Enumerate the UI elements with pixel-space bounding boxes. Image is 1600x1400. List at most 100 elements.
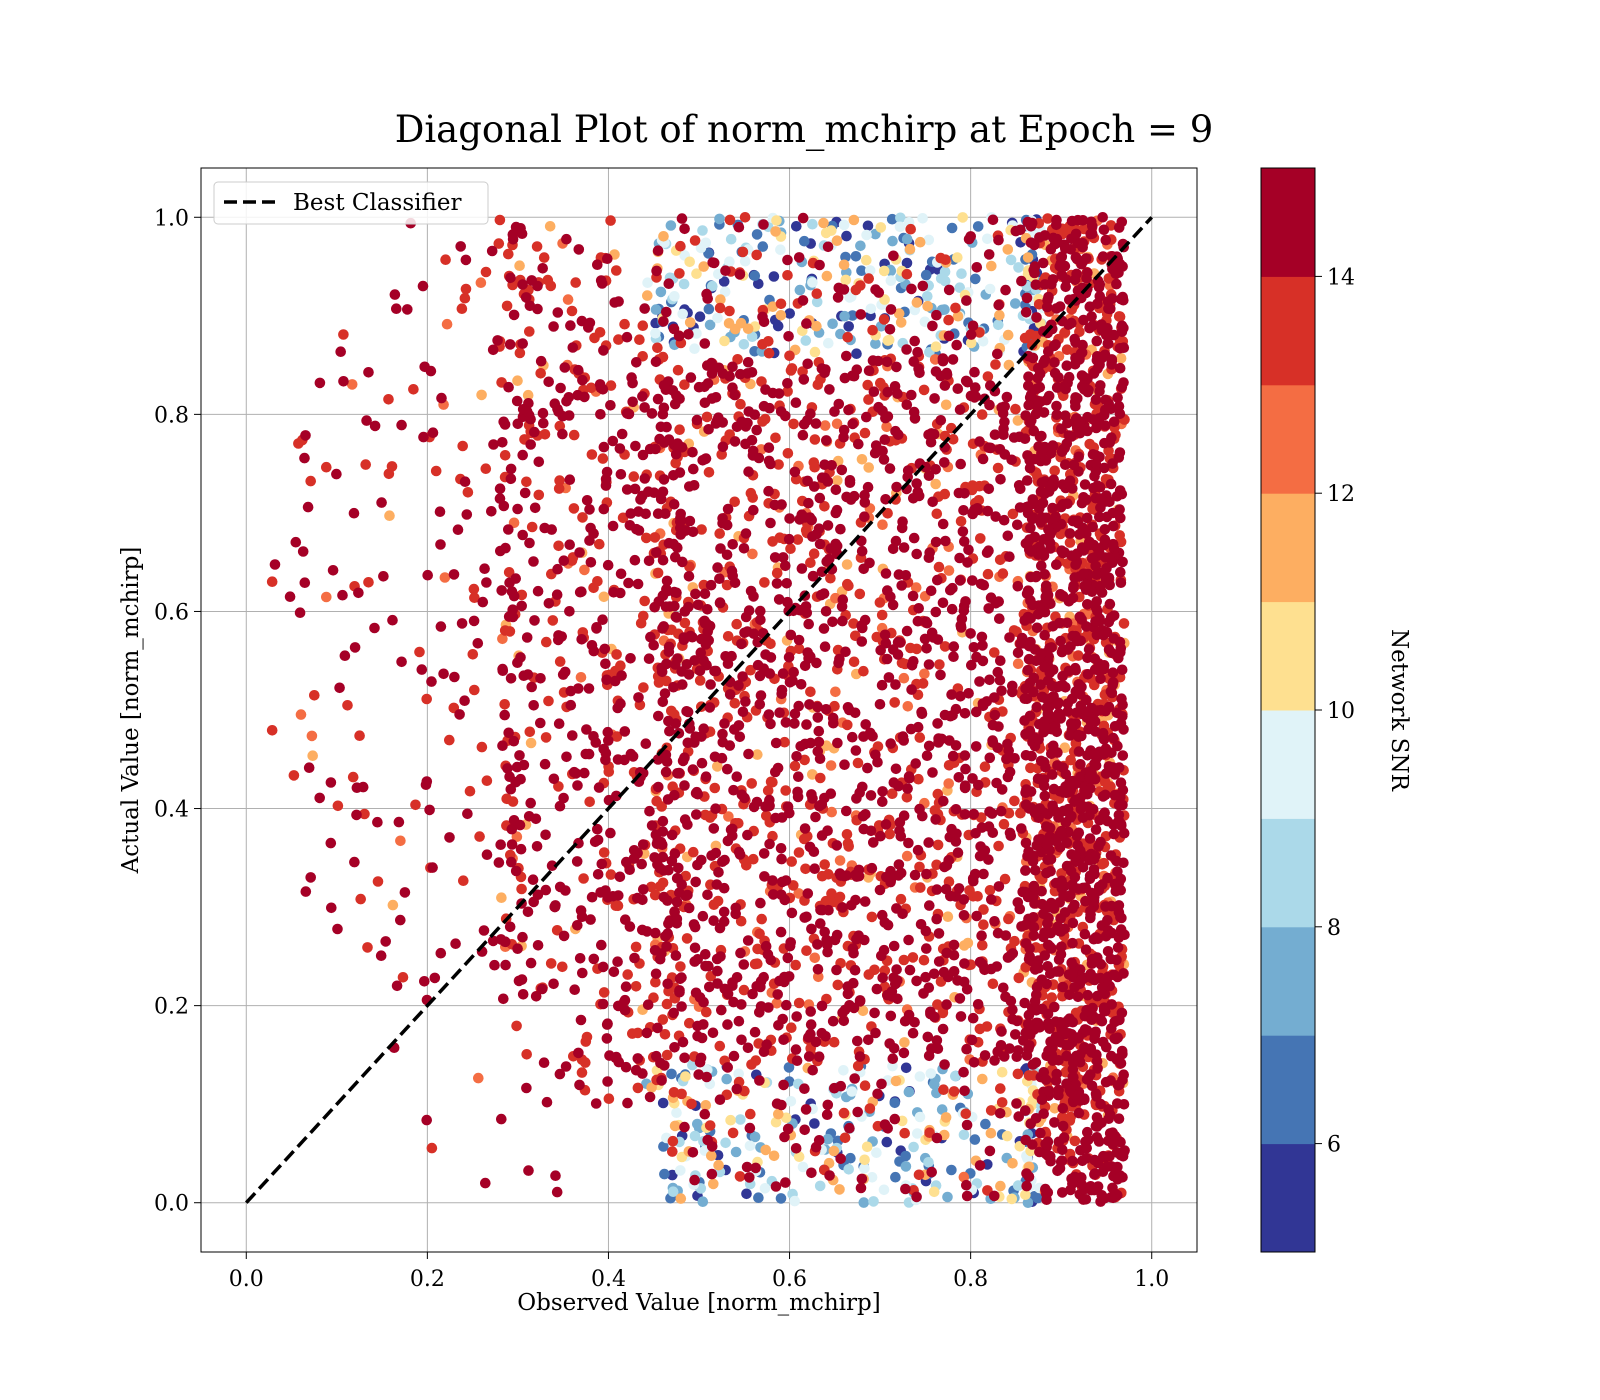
scatter-point (520, 292, 532, 303)
scatter-point (694, 1056, 706, 1068)
scatter-point (718, 906, 730, 918)
scatter-point (1031, 981, 1043, 993)
scatter-point (518, 670, 530, 681)
scatter-point (1036, 430, 1047, 442)
scatter-point (266, 725, 278, 736)
scatter-point (967, 508, 978, 520)
scatter-point (429, 972, 441, 984)
scatter-point (414, 646, 425, 658)
scatter-point (1084, 322, 1095, 334)
scatter-point (1005, 830, 1017, 842)
scatter-point (511, 831, 523, 842)
scatter-point (749, 1026, 761, 1038)
scatter-point (891, 964, 902, 975)
scatter-point (636, 858, 647, 870)
scatter-point (637, 391, 648, 402)
scatter-point (968, 1057, 980, 1068)
scatter-point (430, 465, 442, 477)
scatter-point (297, 546, 309, 557)
scatter-point (697, 455, 708, 466)
scatter-point (284, 591, 296, 602)
scatter-point (993, 319, 1004, 331)
scatter-point (823, 337, 834, 349)
scatter-point (305, 475, 317, 487)
scatter-point (821, 270, 833, 282)
scatter-point (966, 1034, 978, 1046)
scatter-point (789, 466, 801, 478)
scatter-point (461, 509, 473, 520)
scatter-point (891, 481, 902, 493)
scatter-point (1099, 462, 1110, 474)
scatter-point (815, 772, 826, 784)
scatter-point (978, 868, 989, 880)
scatter-point (770, 226, 781, 237)
scatter-point (726, 565, 738, 577)
scatter-point (326, 902, 337, 914)
scatter-point (1090, 458, 1102, 470)
scatter-point (1029, 1191, 1040, 1202)
scatter-point (619, 994, 631, 1006)
scatter-point (915, 882, 926, 893)
scatter-point (627, 377, 638, 389)
scatter-point (658, 380, 670, 391)
scatter-point (723, 811, 734, 822)
scatter-point (889, 697, 900, 708)
scatter-point (602, 726, 614, 738)
scatter-point (943, 284, 955, 296)
scatter-point (1004, 1043, 1015, 1054)
scatter-point (652, 245, 664, 256)
scatter-point (1034, 381, 1046, 393)
scatter-point (975, 533, 986, 544)
scatter-point (930, 478, 941, 490)
scatter-point (902, 783, 913, 794)
scatter-point (496, 892, 507, 903)
scatter-point (359, 808, 370, 820)
scatter-point (542, 274, 554, 286)
scatter-point (743, 406, 755, 417)
scatter-point (349, 642, 361, 653)
scatter-point (745, 1108, 756, 1120)
scatter-point (954, 575, 966, 586)
scatter-point (930, 606, 942, 618)
scatter-point (479, 563, 490, 574)
scatter-point (875, 222, 887, 233)
scatter-point (1012, 580, 1024, 592)
scatter-point (863, 394, 874, 405)
scatter-point (854, 588, 866, 600)
scatter-point (771, 567, 783, 579)
scatter-point (874, 699, 886, 710)
scatter-point (648, 487, 660, 499)
scatter-point (592, 259, 603, 271)
scatter-point (746, 434, 758, 446)
scatter-point (879, 629, 891, 641)
scatter-point (603, 735, 614, 746)
scatter-point (714, 528, 725, 539)
scatter-point (1081, 1142, 1092, 1154)
scatter-point (299, 452, 310, 464)
scatter-point (1069, 796, 1080, 807)
scatter-point (571, 856, 583, 867)
scatter-point (1072, 515, 1083, 527)
scatter-point (879, 434, 891, 446)
scatter-point (659, 688, 671, 699)
scatter-point (819, 859, 830, 870)
scatter-point (468, 615, 480, 627)
scatter-point (727, 382, 738, 394)
scatter-point (517, 989, 529, 1000)
scatter-point (774, 707, 785, 718)
scatter-point (389, 289, 401, 300)
scatter-point (529, 426, 540, 438)
scatter-point (914, 236, 926, 248)
scatter-point (741, 1161, 753, 1173)
scatter-point (518, 759, 530, 771)
scatter-point (1077, 215, 1089, 226)
scatter-point (1032, 372, 1044, 384)
scatter-point (821, 1109, 833, 1120)
scatter-point (882, 919, 894, 931)
scatter-point (903, 934, 914, 946)
scatter-point (974, 436, 985, 447)
scatter-point (987, 978, 999, 990)
scatter-point (559, 362, 571, 373)
scatter-point (885, 738, 896, 749)
scatter-point (674, 985, 685, 996)
